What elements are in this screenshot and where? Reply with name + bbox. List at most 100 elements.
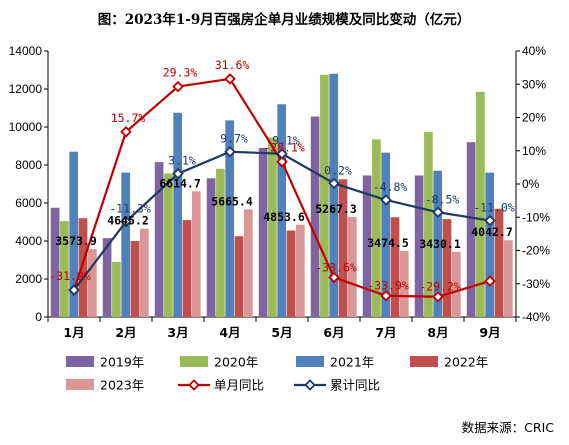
y-right-tick-label: -30% [522, 277, 550, 291]
bar-2023年 [243, 209, 253, 317]
bar-2021年 [121, 172, 131, 317]
bar-2023-value-label: 5267.3 [315, 202, 357, 216]
legend-marker-单月同比 [188, 379, 200, 391]
x-tick-label: 9月 [479, 325, 500, 340]
bar-2021年 [69, 151, 79, 317]
legend-swatch-2022年 [410, 356, 438, 367]
bar-2022年 [78, 218, 88, 317]
bar-2022年 [390, 217, 400, 317]
marker-累计同比 [328, 177, 340, 190]
bar-2020年 [372, 139, 381, 317]
marker-单月同比 [484, 275, 496, 287]
marker-累计同比 [432, 206, 444, 219]
marker-累计同比 [224, 145, 236, 158]
y-right-tick-label: 0% [522, 177, 540, 191]
bar-2022年 [494, 208, 504, 317]
marker-累计同比 [172, 167, 184, 180]
bar-2020年 [476, 91, 485, 317]
bar-2020年 [60, 221, 69, 317]
bar-2019年 [258, 147, 268, 317]
y-left-tick-label: 2000 [15, 272, 42, 286]
bars [50, 73, 513, 317]
bar-2020年 [424, 131, 433, 317]
y-left-tick-label: 6000 [15, 196, 42, 210]
legend-swatch-2021年 [296, 356, 324, 367]
bar-2023-value-label: 5665.4 [211, 194, 253, 208]
bar-2022年 [442, 219, 452, 317]
bar-2022年 [286, 230, 296, 317]
bar-2020年 [112, 261, 121, 317]
legend-label: 2021年 [330, 355, 374, 370]
x-tick-label: 8月 [427, 325, 448, 340]
bar-2021年 [485, 172, 495, 317]
monthly-yoy-label: 29.3% [163, 66, 198, 80]
legend-swatch-2019年 [66, 356, 94, 367]
cumulative-yoy-label: 0.2% [324, 163, 352, 177]
bar-2021年 [381, 152, 391, 317]
legend-label: 2020年 [214, 355, 258, 370]
cumulative-yoy-label: -8.5% [425, 192, 460, 206]
y-left-tick-label: 8000 [15, 158, 42, 172]
marker-累计同比 [120, 215, 132, 228]
cumulative-yoy-label: -11.0% [473, 201, 515, 215]
bar-2021年 [173, 112, 183, 317]
bar-2023-value-label: 4042.7 [471, 225, 513, 239]
data-labels: 3573.9 4645.2 6614.7 5665.4 4853.6 5267.3 3474… [49, 58, 515, 294]
monthly-yoy-label: -29.2% [419, 280, 461, 294]
bar-2023年 [87, 249, 97, 317]
bar-2023年 [399, 250, 409, 317]
legend-label: 2023年 [100, 378, 144, 393]
bar-2023年 [139, 228, 149, 317]
y-right-tick-label: 10% [522, 144, 546, 158]
y-right-tick-label: -10% [522, 210, 550, 224]
x-tick-label: 4月 [219, 325, 240, 340]
marker-累计同比 [68, 284, 80, 296]
legend-label: 2022年 [444, 355, 488, 370]
bar-2022年 [182, 220, 192, 317]
cumulative-yoy-label: 9.1% [272, 134, 300, 148]
bar-2023-value-label: 4853.6 [263, 210, 305, 224]
marker-单月同比 [328, 271, 340, 284]
chart-title: 图：2023年1-9月百强房企单月业绩规模及同比变动（亿元） [98, 11, 470, 28]
marker-单月同比 [380, 289, 392, 302]
x-tick-label: 6月 [323, 325, 344, 340]
monthly-yoy-label: -33.9% [367, 279, 409, 293]
monthly-yoy-label: 31.6% [215, 58, 250, 72]
x-tick-label: 3月 [167, 325, 188, 340]
legend-label: 单月同比 [214, 378, 264, 393]
bar-2023年 [295, 224, 305, 317]
cumulative-yoy-label: 3.1% [168, 154, 196, 168]
bar-2019年 [50, 207, 60, 317]
cumulative-yoy-label: -4.8% [373, 180, 408, 194]
marker-累计同比 [380, 194, 392, 206]
y-left-tick-label: 10000 [9, 120, 43, 134]
y-right-tick-label: 20% [522, 111, 546, 125]
marker-累计同比 [484, 214, 496, 227]
bar-2023-value-label: 6614.7 [159, 176, 201, 190]
x-tick-label: 1月 [63, 325, 84, 340]
marker-单月同比 [432, 290, 444, 303]
marker-累计同比 [276, 147, 288, 160]
legend-swatch-2023年 [66, 379, 94, 390]
bar-2022年 [338, 179, 348, 317]
bar-2021年 [433, 170, 443, 317]
bar-2019年 [206, 178, 216, 317]
source-note: 数据来源：CRIC [462, 420, 555, 435]
bar-2022年 [234, 236, 244, 317]
bar-2023-value-label: 3573.9 [55, 234, 97, 248]
y-right-tick-label: -20% [522, 244, 550, 258]
bar-2022年 [130, 241, 140, 317]
legend-label: 累计同比 [330, 378, 380, 393]
bar-2019年 [102, 238, 112, 317]
cumulative-yoy-label: 9.7% [220, 132, 248, 146]
legend-swatch-2020年 [180, 356, 208, 367]
bar-2020年 [216, 168, 225, 317]
bar-2023年 [191, 191, 201, 317]
y-right-tick-label: 40% [522, 44, 546, 58]
bar-2023年 [451, 251, 461, 317]
x-tick-label: 5月 [271, 325, 292, 340]
bar-2023-value-label: 3430.1 [419, 237, 461, 251]
bar-2019年 [310, 116, 320, 317]
marker-单月同比 [224, 73, 236, 85]
cumulative-yoy-label: -11.3% [109, 202, 151, 216]
